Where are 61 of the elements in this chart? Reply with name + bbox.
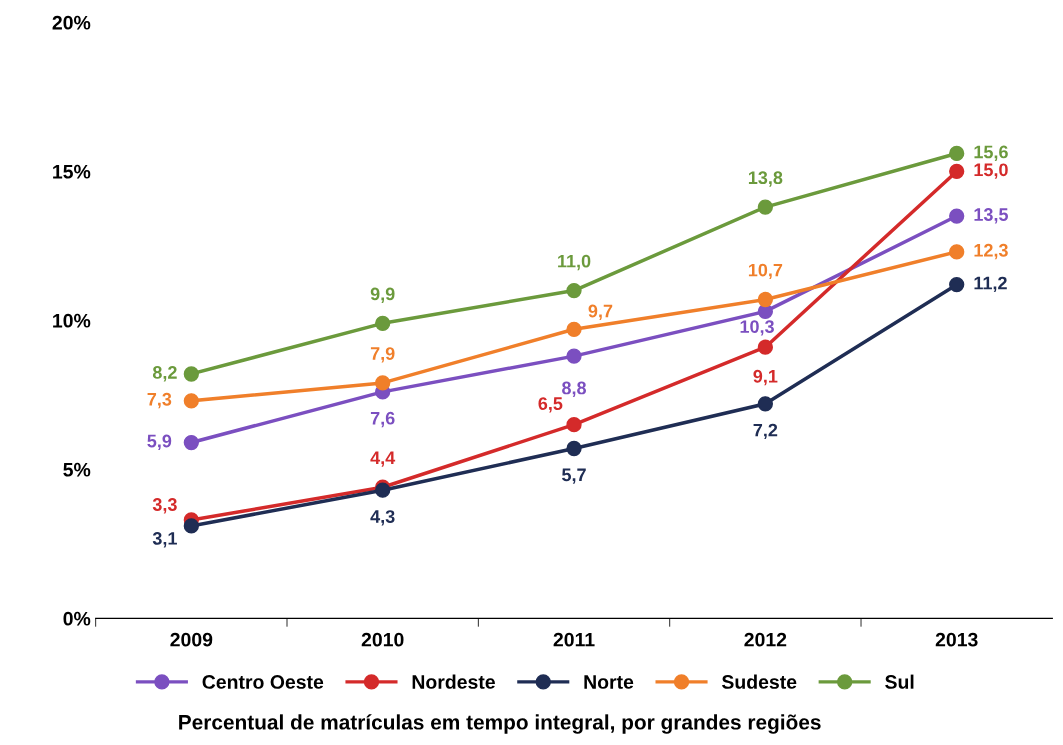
data-label: 15,0 [974, 163, 1008, 179]
point [566, 440, 582, 457]
point [757, 291, 773, 308]
point [949, 163, 965, 179]
data-label: 7,3 [147, 392, 172, 409]
point [375, 315, 391, 331]
point [949, 145, 965, 162]
point [757, 396, 773, 412]
point [375, 375, 391, 391]
point [566, 321, 582, 337]
x-tick-label: 2009 [170, 632, 213, 647]
y-tick-label: 15% [53, 164, 91, 179]
data-label: 5,9 [147, 434, 172, 450]
text: Percentual de matrículas em tempo integral, por grandes regiões [179, 714, 821, 734]
point [949, 276, 965, 293]
data-label: 11,0 [558, 254, 591, 271]
point [183, 434, 199, 451]
data-label: 7,9 [370, 347, 395, 363]
data-label: 13,8 [748, 171, 783, 187]
data-label: 8,8 [562, 381, 587, 397]
point [949, 208, 965, 224]
point [757, 339, 773, 355]
legend-label: Norte [584, 675, 634, 689]
data-label: 7,2 [753, 423, 778, 440]
point [183, 366, 199, 382]
y-tick-label: 10% [53, 313, 91, 328]
data-label: 5,7 [562, 468, 586, 484]
point [566, 282, 582, 299]
data-label: 8,2 [152, 366, 177, 382]
data-label: 4,3 [370, 510, 395, 526]
x-tick-label: 2011 [553, 632, 595, 647]
y-tick-label: 20% [52, 15, 91, 30]
legend-label: Sudeste [721, 674, 797, 689]
legend-label: Centro Oeste [202, 675, 324, 689]
data-label: 13,5 [974, 208, 1008, 224]
point [183, 393, 199, 409]
data-label: 3,3 [152, 498, 177, 514]
y-tick-label: 5% [63, 462, 91, 477]
point [566, 417, 582, 433]
data-label: 10,7 [748, 263, 783, 280]
x-tick-label: 2012 [744, 632, 787, 647]
point [183, 518, 199, 534]
point [949, 244, 965, 260]
data-label: 9,7 [588, 304, 613, 321]
data-label: 11,2 [974, 276, 1007, 293]
y-tick-label: 0% [63, 611, 91, 626]
legend-label: Sul [885, 674, 914, 689]
data-label: 6,5 [538, 397, 563, 413]
data-label: 15,6 [974, 145, 1008, 161]
x-tick-label: 2013 [935, 632, 978, 647]
data-label: 9,1 [753, 369, 778, 386]
data-label: 4,4 [370, 451, 396, 467]
data-label: 10,3 [740, 320, 774, 336]
data-label: 7,6 [370, 411, 395, 428]
data-label: 12,3 [974, 243, 1008, 260]
x-tick-label: 2010 [361, 632, 404, 647]
data-label: 9,9 [370, 287, 395, 303]
legend-label: Nordeste [412, 674, 495, 689]
data-label: 3,1 [152, 532, 177, 548]
point [757, 199, 773, 215]
point [566, 348, 582, 364]
